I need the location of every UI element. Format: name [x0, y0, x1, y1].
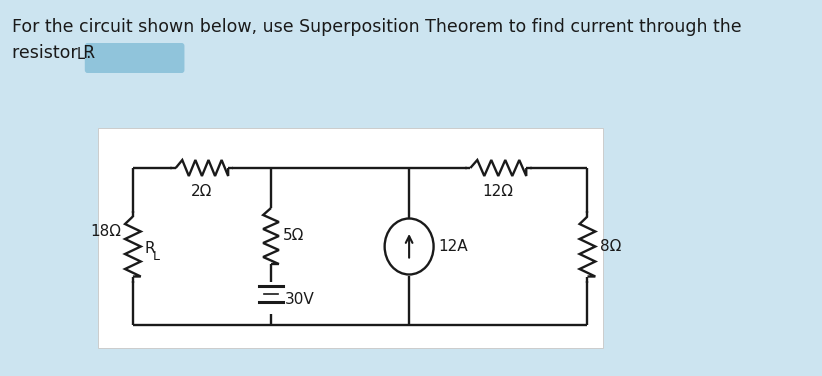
Text: 12A: 12A: [438, 239, 468, 254]
Text: L: L: [77, 47, 85, 62]
Text: 8Ω: 8Ω: [600, 239, 621, 254]
Text: R: R: [144, 241, 155, 256]
Text: 30V: 30V: [285, 293, 315, 308]
Text: 12Ω: 12Ω: [483, 184, 514, 199]
Text: L: L: [153, 250, 160, 263]
FancyBboxPatch shape: [98, 128, 603, 348]
Text: For the circuit shown below, use Superposition Theorem to find current through t: For the circuit shown below, use Superpo…: [12, 18, 742, 36]
Text: 5Ω: 5Ω: [284, 229, 305, 244]
Text: 2Ω: 2Ω: [192, 184, 213, 199]
Text: resistor R: resistor R: [12, 44, 95, 62]
Circle shape: [385, 218, 433, 274]
Text: 18Ω: 18Ω: [90, 224, 122, 239]
Text: .: .: [85, 44, 90, 62]
FancyBboxPatch shape: [85, 43, 184, 73]
